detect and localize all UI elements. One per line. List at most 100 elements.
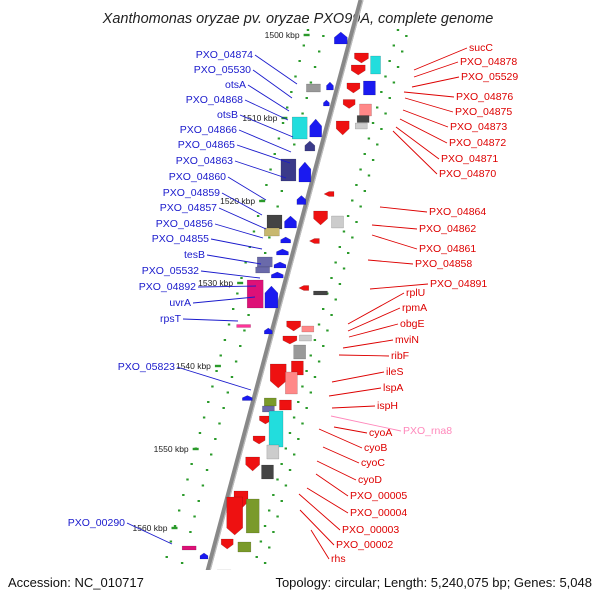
guide-dot bbox=[236, 292, 239, 295]
guide-dot bbox=[177, 509, 181, 512]
guide-dot bbox=[326, 329, 329, 332]
leader-line-pxo-04864 bbox=[379, 206, 428, 213]
gene-label-mvin: mviN bbox=[395, 334, 419, 346]
guide-dot bbox=[280, 190, 284, 192]
leader-line-pxo-04863 bbox=[234, 160, 287, 179]
guide-dot bbox=[180, 562, 184, 564]
leader-line-pxo-00290 bbox=[126, 522, 173, 545]
gene-glyph bbox=[298, 161, 312, 183]
guide-dot bbox=[243, 329, 246, 332]
guide-dot bbox=[400, 50, 404, 53]
gene-glyph bbox=[356, 115, 370, 123]
guide-dot bbox=[384, 75, 387, 78]
guide-dot bbox=[267, 509, 271, 512]
leader-line-pxo-04862 bbox=[371, 224, 418, 230]
gene-glyph bbox=[308, 238, 320, 244]
guide-dot bbox=[263, 525, 267, 527]
guide-dot bbox=[375, 106, 379, 109]
gene-glyph bbox=[252, 435, 266, 445]
leader-line-pxo-05530 bbox=[252, 69, 293, 99]
gene-label-pxo-04892: PXO_04892 bbox=[139, 281, 196, 293]
gene-glyph bbox=[181, 545, 197, 551]
guide-dot bbox=[169, 540, 173, 543]
guide-dot bbox=[346, 215, 350, 217]
guide-dot bbox=[239, 345, 242, 347]
gene-label-ribf: ribF bbox=[391, 350, 409, 362]
guide-dot bbox=[306, 29, 310, 31]
leader-line-pxo-04874 bbox=[254, 54, 298, 85]
gene-label-pxo-04857: PXO_04857 bbox=[160, 202, 217, 214]
guide-dot bbox=[215, 370, 218, 372]
leader-line-pxo-05529 bbox=[411, 76, 460, 88]
guide-dot bbox=[202, 416, 206, 419]
gene-glyph bbox=[293, 344, 306, 360]
guide-dot bbox=[313, 376, 317, 378]
leader-line-otsb bbox=[239, 114, 294, 138]
leader-line-pxo-00002 bbox=[299, 509, 335, 546]
gene-label-pxo-04868: PXO_04868 bbox=[186, 94, 243, 106]
gene-label-pxo-04864: PXO_04864 bbox=[429, 206, 486, 218]
gene-glyph bbox=[226, 496, 243, 536]
gene-label-uvra: uvrA bbox=[169, 297, 191, 309]
gene-label-pxo-00002: PXO_00002 bbox=[336, 539, 393, 551]
guide-dot bbox=[392, 81, 396, 84]
gene-label-pxo-04878: PXO_04878 bbox=[460, 56, 517, 68]
guide-dot bbox=[255, 556, 258, 558]
gene-glyph bbox=[323, 99, 330, 107]
guide-dot bbox=[309, 354, 312, 357]
guide-dot bbox=[384, 112, 387, 115]
guide-dot bbox=[338, 283, 342, 285]
leader-line-rpst bbox=[182, 318, 239, 322]
guide-dot bbox=[371, 159, 375, 161]
guide-dot bbox=[223, 339, 227, 341]
gene-glyph bbox=[266, 444, 280, 460]
guide-dot bbox=[297, 401, 300, 403]
guide-dot bbox=[392, 44, 396, 47]
guide-dot bbox=[280, 463, 283, 465]
guide-dot bbox=[342, 267, 346, 270]
guide-dot bbox=[305, 370, 308, 372]
leader-line-tesb bbox=[206, 254, 262, 265]
guide-dot bbox=[294, 75, 297, 78]
guide-dot bbox=[207, 401, 210, 403]
gene-glyph bbox=[334, 31, 348, 45]
guide-dot bbox=[313, 66, 317, 68]
gene-glyph bbox=[299, 334, 312, 342]
guide-dot bbox=[388, 97, 391, 99]
guide-dot bbox=[182, 494, 185, 496]
scale-label-1500-kbp: 1500 kbp bbox=[265, 30, 300, 40]
guide-dot bbox=[234, 360, 238, 363]
guide-dot bbox=[288, 432, 292, 434]
gene-label-pxo-00005: PXO_00005 bbox=[350, 490, 407, 502]
footer-background bbox=[0, 570, 600, 600]
guide-dot bbox=[209, 453, 213, 456]
guide-dot bbox=[252, 230, 256, 233]
guide-dot bbox=[321, 308, 325, 310]
gene-glyph bbox=[285, 371, 298, 395]
guide-dot bbox=[201, 484, 205, 487]
guide-dot bbox=[272, 531, 275, 533]
guide-dot bbox=[288, 469, 292, 471]
scale-label-1510-kbp: 1510 kbp bbox=[242, 113, 277, 123]
guide-dot bbox=[317, 360, 321, 363]
guide-dot bbox=[301, 112, 304, 115]
guide-dot bbox=[281, 122, 285, 124]
gene-label-pxo-04858: PXO_04858 bbox=[415, 258, 472, 270]
leader-line-lspa bbox=[328, 387, 382, 397]
gene-glyph bbox=[276, 248, 289, 256]
leader-line-ribf bbox=[338, 354, 390, 357]
guide-dot bbox=[284, 484, 288, 487]
guide-dot bbox=[211, 385, 214, 388]
guide-dot bbox=[376, 143, 379, 146]
guide-dot bbox=[263, 562, 267, 564]
leader-line-pxo-04872 bbox=[399, 118, 448, 144]
leader-line-obge bbox=[348, 323, 399, 338]
guide-dot bbox=[226, 391, 230, 394]
guide-dot bbox=[322, 35, 325, 37]
guide-dot bbox=[218, 422, 221, 425]
topology-text: Topology: circular; Length: 5,240,075 bp… bbox=[275, 575, 592, 590]
gene-glyph bbox=[335, 120, 350, 136]
leader-line-uvra bbox=[192, 296, 256, 304]
guide-dot bbox=[367, 137, 371, 140]
leader-line-cyoa bbox=[333, 426, 368, 434]
